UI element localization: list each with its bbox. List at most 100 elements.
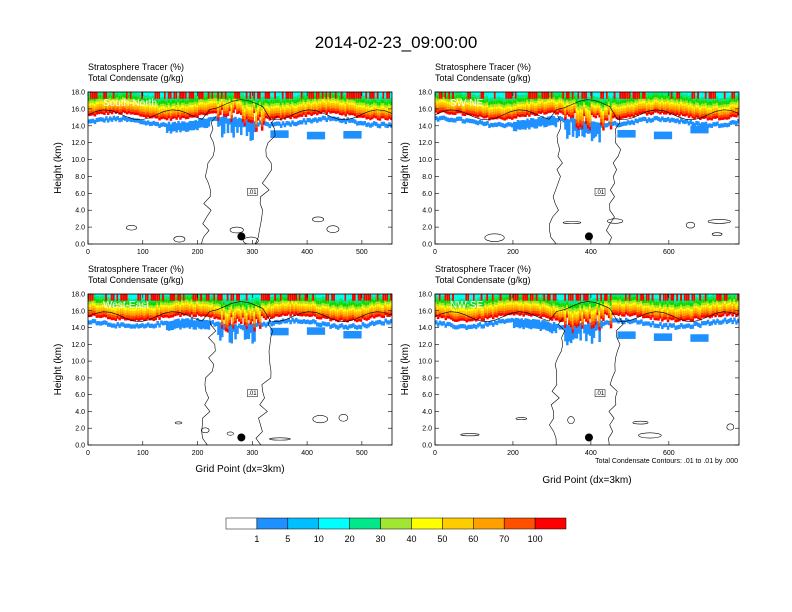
- panel-label: NW-SE: [450, 300, 483, 311]
- colorbar-box: [380, 517, 412, 530]
- location-marker: [237, 232, 246, 241]
- colorbar-label: 1: [254, 534, 259, 544]
- left-string-condensate: Total Condensate (g/kg): [88, 275, 184, 285]
- panel-south-north: .01 South-North 0.0 2.0 4.0 6.0 8.0 10.0 12.0 14.…: [53, 62, 393, 256]
- colorbar-label: 20: [345, 534, 355, 544]
- plot-frame: [434, 91, 740, 245]
- plot-frame: [87, 91, 393, 245]
- colorbar-box: [349, 517, 381, 530]
- left-string-tracer: Stratosphere Tracer (%): [435, 62, 531, 72]
- left-string-tracer: Stratosphere Tracer (%): [88, 264, 184, 274]
- panel-label: SW-NE: [450, 98, 483, 109]
- tracer-field: [88, 92, 392, 141]
- x-tick-label: 400: [585, 249, 597, 256]
- x-tick-label: 200: [507, 450, 519, 457]
- y-tick-label: 8.0: [75, 174, 85, 181]
- x-tick-label: 0: [433, 450, 437, 457]
- colorbar-box: [473, 517, 505, 530]
- y-axis-label: Height (km): [400, 142, 411, 194]
- y-tick-label: 2.0: [422, 426, 432, 433]
- x-tick-label: 200: [507, 249, 519, 256]
- left-string-condensate: Total Condensate (g/kg): [435, 73, 531, 83]
- y-tick-label: 2.0: [75, 426, 85, 433]
- y-tick-label: 16.0: [71, 106, 85, 113]
- y-tick-label: 12.0: [418, 140, 432, 147]
- panel-label: South-North: [103, 98, 157, 109]
- colorbar-box: [442, 517, 474, 530]
- y-tick-label: 18.0: [418, 292, 432, 299]
- y-tick-label: 16.0: [71, 308, 85, 315]
- x-tick-label: 300: [246, 249, 258, 256]
- x-tick-label: 400: [301, 249, 313, 256]
- plot-frame: [87, 293, 393, 446]
- y-tick-label: 4.0: [75, 208, 85, 215]
- left-string-tracer: Stratosphere Tracer (%): [88, 62, 184, 72]
- y-tick-label: 10.0: [418, 157, 432, 164]
- y-tick-label: 4.0: [422, 208, 432, 215]
- x-tick-label: 500: [356, 249, 368, 256]
- x-tick-label: 100: [137, 450, 149, 457]
- x-tick-label: 100: [137, 249, 149, 256]
- x-tick-label: 0: [433, 249, 437, 256]
- contour-note: Total Condensate Contours: .01 to .01 by…: [595, 458, 738, 465]
- y-tick-label: 0.0: [422, 443, 432, 450]
- colorbar-label: 60: [468, 534, 478, 544]
- colorbar-label: 100: [528, 534, 543, 544]
- y-tick-label: 12.0: [418, 342, 432, 349]
- main-title: 2014-02-23_09:00:00: [315, 33, 478, 52]
- panel-sw-ne: .01 SW-NE 0.0 2.0 4.0 6.0 8.0 10.0 12.0 14.0 16.0 1…: [400, 62, 740, 256]
- y-tick-label: 16.0: [418, 308, 432, 315]
- y-tick-label: 14.0: [418, 325, 432, 332]
- tracer-field: [435, 294, 739, 346]
- y-tick-label: 18.0: [71, 90, 85, 97]
- colorbar-label: 10: [314, 534, 324, 544]
- panel-label: West-East: [103, 300, 149, 311]
- colorbar-box: [287, 517, 319, 530]
- colorbar-box: [503, 517, 536, 530]
- y-tick-label: 10.0: [418, 359, 432, 366]
- location-marker: [237, 433, 246, 442]
- colorbar-box: [534, 517, 567, 530]
- colorbar-label: 70: [499, 534, 509, 544]
- left-string-tracer: Stratosphere Tracer (%): [435, 264, 531, 274]
- y-tick-label: 0.0: [422, 242, 432, 249]
- colorbar-box: [256, 517, 289, 530]
- y-tick-label: 10.0: [71, 359, 85, 366]
- y-tick-label: 2.0: [75, 225, 85, 232]
- y-tick-label: 14.0: [418, 123, 432, 130]
- contour-label: .01: [596, 391, 605, 397]
- x-tick-label: 600: [663, 249, 675, 256]
- y-tick-label: 8.0: [75, 375, 85, 382]
- y-axis-label: Height (km): [53, 344, 64, 396]
- x-axis-label: Grid Point (dx=3km): [195, 464, 284, 475]
- colorbar-box: [225, 517, 258, 530]
- condensate-contours: [88, 99, 392, 244]
- x-tick-label: 200: [192, 450, 204, 457]
- x-tick-label: 400: [301, 450, 313, 457]
- contour-label: .01: [596, 190, 605, 196]
- y-axis-label: Height (km): [53, 142, 64, 194]
- y-tick-label: 14.0: [71, 123, 85, 130]
- y-tick-label: 6.0: [422, 392, 432, 399]
- colorbar-label: 5: [285, 534, 290, 544]
- plot-frame: [434, 293, 740, 446]
- contour-label: .01: [248, 190, 257, 196]
- y-tick-label: 8.0: [422, 174, 432, 181]
- y-tick-label: 18.0: [71, 292, 85, 299]
- y-tick-label: 16.0: [418, 106, 432, 113]
- panel-nw-se: .01 NW-SE 0.0 2.0 4.0 6.0 8.0 10.0 12.0 14.0 16.0 1…: [400, 264, 740, 486]
- y-tick-label: 18.0: [418, 90, 432, 97]
- left-string-condensate: Total Condensate (g/kg): [88, 73, 184, 83]
- panel-west-east: .01 West-East 0.0 2.0 4.0 6.0 8.0 10.0 12.0 14.0 1…: [53, 264, 393, 475]
- y-tick-label: 0.0: [75, 443, 85, 450]
- y-tick-label: 8.0: [422, 375, 432, 382]
- colorbar-box: [318, 517, 350, 530]
- y-tick-label: 6.0: [75, 392, 85, 399]
- y-tick-label: 10.0: [71, 157, 85, 164]
- x-tick-label: 0: [86, 450, 90, 457]
- left-string-condensate: Total Condensate (g/kg): [435, 275, 531, 285]
- condensate-contours: [88, 301, 392, 445]
- plot-area: [88, 92, 392, 244]
- colorbar-label: 50: [437, 534, 447, 544]
